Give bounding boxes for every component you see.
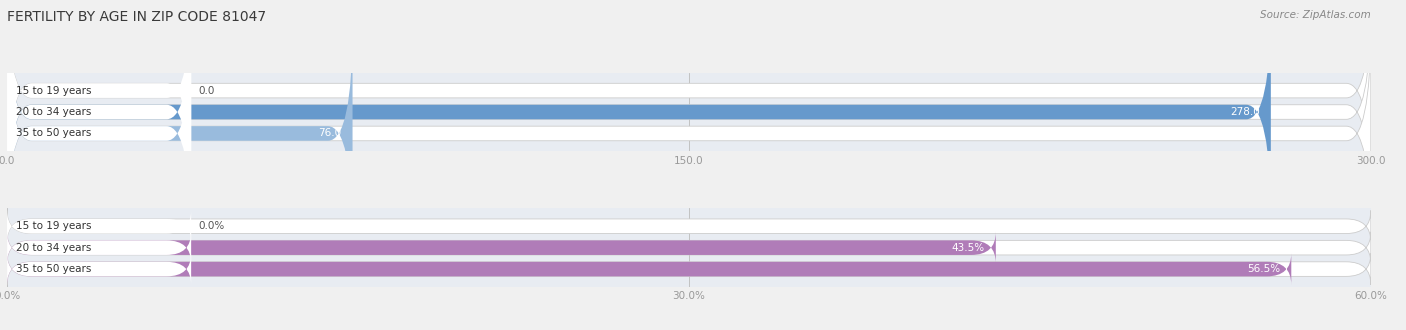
Text: 0.0: 0.0 [198, 85, 214, 96]
FancyBboxPatch shape [7, 253, 1291, 285]
Text: 76.0: 76.0 [319, 128, 342, 139]
FancyBboxPatch shape [7, 0, 1371, 199]
Text: 15 to 19 years: 15 to 19 years [17, 221, 91, 231]
FancyBboxPatch shape [7, 211, 1371, 242]
Text: 20 to 34 years: 20 to 34 years [17, 243, 91, 253]
Text: 35 to 50 years: 35 to 50 years [17, 128, 91, 139]
Text: 35 to 50 years: 35 to 50 years [17, 264, 91, 274]
FancyBboxPatch shape [7, 253, 1371, 285]
FancyBboxPatch shape [7, 232, 191, 264]
FancyBboxPatch shape [7, 232, 1371, 264]
FancyBboxPatch shape [7, 25, 353, 242]
FancyBboxPatch shape [7, 232, 995, 264]
Text: 56.5%: 56.5% [1247, 264, 1281, 274]
FancyBboxPatch shape [7, 4, 191, 220]
Text: 15 to 19 years: 15 to 19 years [17, 85, 91, 96]
Text: 43.5%: 43.5% [952, 243, 984, 253]
FancyBboxPatch shape [7, 4, 1271, 220]
Text: 278.0: 278.0 [1230, 107, 1260, 117]
FancyBboxPatch shape [7, 0, 191, 199]
Text: 20 to 34 years: 20 to 34 years [17, 107, 91, 117]
Text: Source: ZipAtlas.com: Source: ZipAtlas.com [1260, 10, 1371, 20]
FancyBboxPatch shape [7, 25, 191, 242]
Text: 0.0%: 0.0% [198, 221, 224, 231]
FancyBboxPatch shape [7, 211, 191, 242]
FancyBboxPatch shape [7, 253, 191, 285]
FancyBboxPatch shape [7, 4, 1371, 220]
Text: FERTILITY BY AGE IN ZIP CODE 81047: FERTILITY BY AGE IN ZIP CODE 81047 [7, 10, 266, 24]
FancyBboxPatch shape [7, 25, 1371, 242]
